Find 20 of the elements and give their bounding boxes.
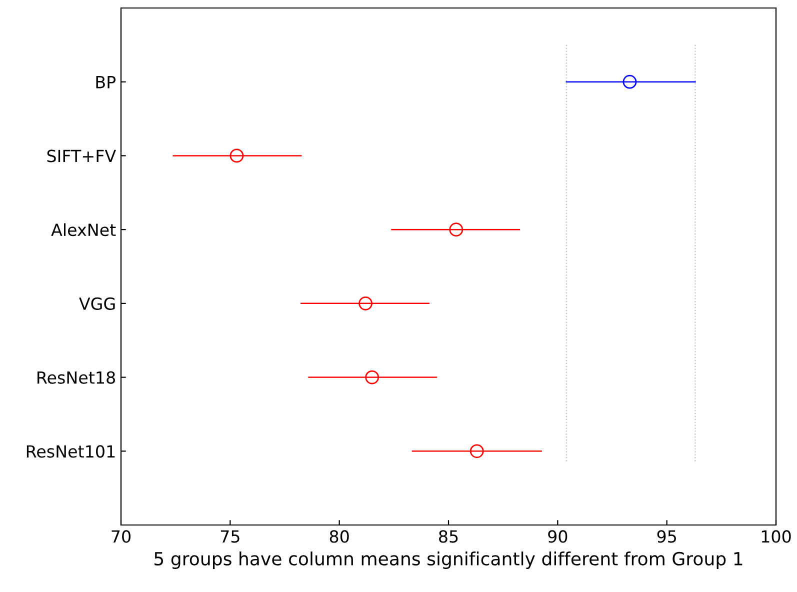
x-tick-label: 70 <box>112 530 130 543</box>
y-tick-label: AlexNet <box>51 223 116 236</box>
y-tick-label: ResNet18 <box>38 371 115 384</box>
x-tick-label: 80 <box>330 530 349 543</box>
x-tick-label: 90 <box>548 530 568 543</box>
x-tick-label: 95 <box>657 530 676 543</box>
x-tick-label: 75 <box>220 530 240 543</box>
x-tick-label: 100 <box>762 530 791 543</box>
point <box>449 222 464 237</box>
y-tick-label: BP <box>96 76 116 88</box>
x-axis-title: 5 groups have column means significantly different from Group 1 <box>154 552 742 570</box>
point <box>230 148 244 163</box>
x-tick-label: 85 <box>439 530 458 543</box>
point <box>365 370 380 384</box>
y-tick-label: SIFT+FV <box>47 150 116 162</box>
point <box>622 74 637 89</box>
point <box>470 444 484 458</box>
y-tick-label: VGG <box>79 297 115 310</box>
point <box>358 296 372 310</box>
y-tick-label: ResNet101 <box>26 445 115 458</box>
